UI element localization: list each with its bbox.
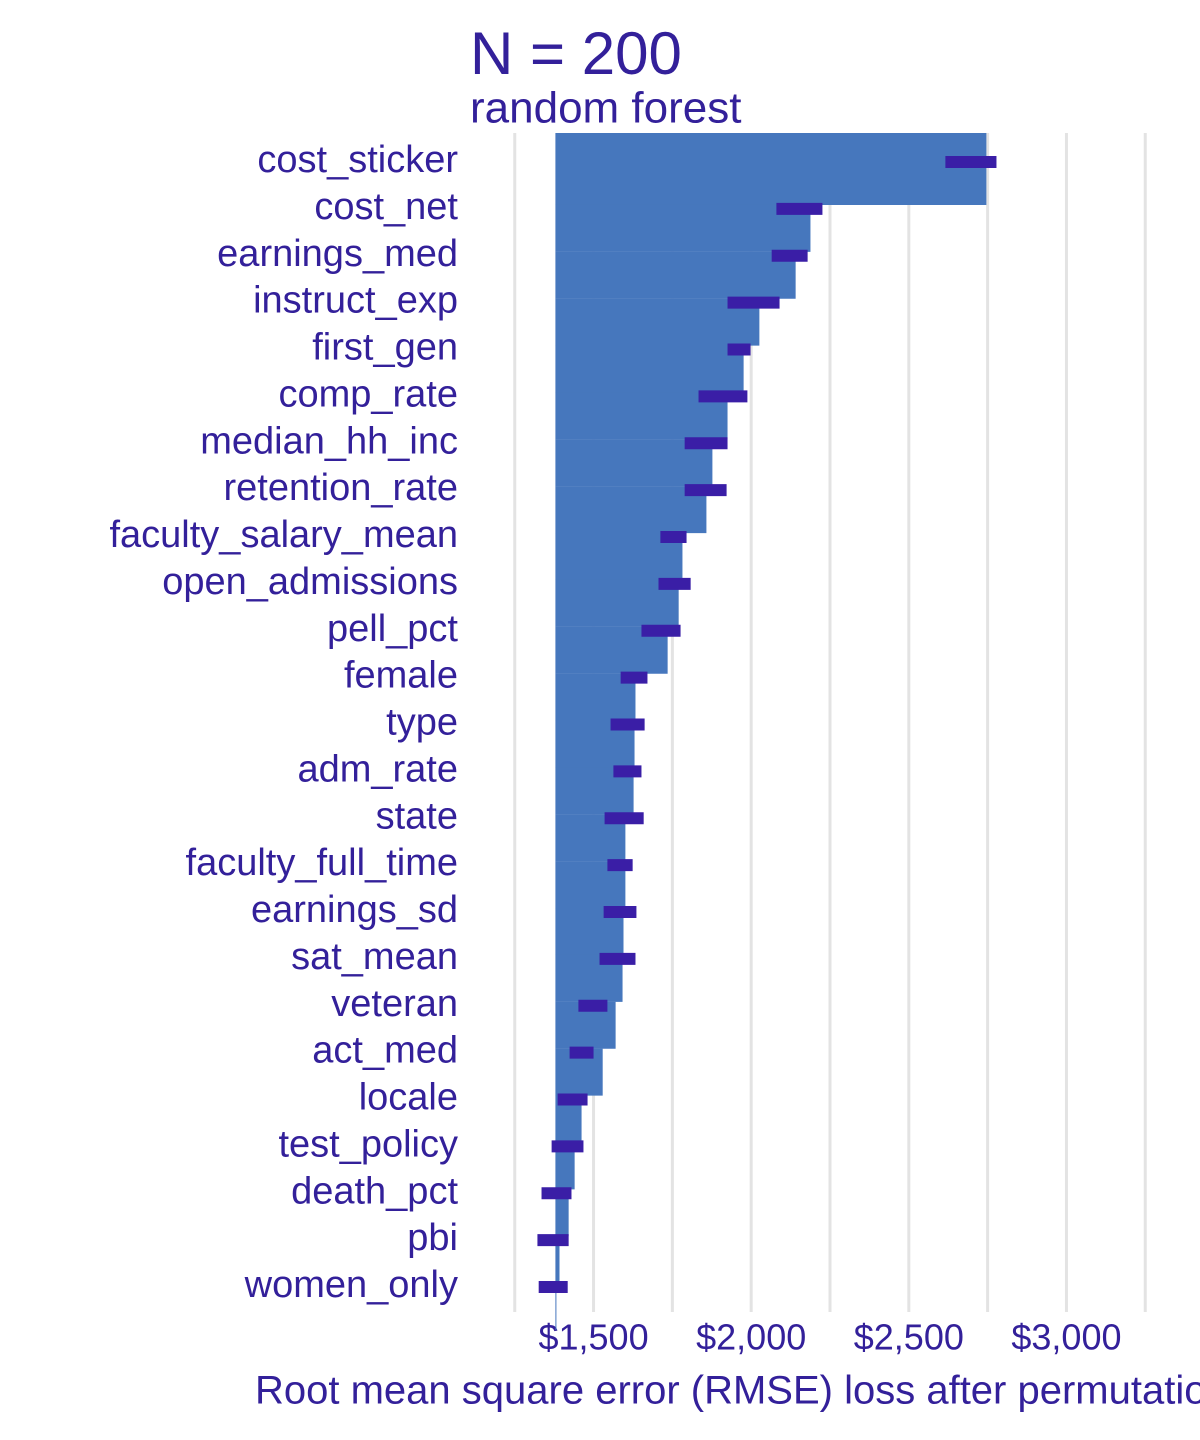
y-tick-label: faculty_full_time [186, 842, 458, 884]
y-tick-label: pell_pct [327, 608, 458, 650]
y-tick-label: female [344, 655, 458, 697]
y-tick-label: cost_sticker [257, 139, 458, 181]
bar [555, 579, 679, 627]
y-tick-label: locale [359, 1077, 458, 1119]
bar [555, 298, 760, 346]
chart-subtitle: random forest [470, 84, 741, 133]
error-bar [613, 765, 642, 778]
y-tick-label: instruct_exp [253, 280, 458, 322]
bar [555, 133, 987, 205]
error-bar [538, 1281, 568, 1293]
x-tick-label: $2,500 [854, 1317, 964, 1358]
error-bar [698, 390, 748, 403]
error-bar [603, 906, 637, 918]
error-bar [604, 812, 644, 825]
error-bar [641, 624, 681, 637]
error-bar [569, 1046, 594, 1059]
x-tick-label: $1,500 [538, 1317, 648, 1358]
y-tick-label: median_hh_inc [200, 420, 458, 462]
error-bar [610, 718, 645, 731]
error-bar [945, 156, 997, 168]
x-axis-label: Root mean square error (RMSE) loss after… [255, 1369, 1200, 1413]
error-bar [620, 671, 648, 684]
y-tick-label: death_pct [291, 1170, 458, 1212]
bar [555, 1283, 557, 1330]
error-bar [776, 202, 823, 215]
error-bar [557, 1093, 588, 1106]
y-tick-label: earnings_med [217, 233, 458, 275]
y-tick-label: faculty_salary_mean [109, 514, 458, 556]
error-bar [684, 484, 727, 497]
y-tick-label: pbi [407, 1217, 458, 1259]
error-bar [578, 999, 608, 1012]
bar [555, 1142, 575, 1190]
error-bar [537, 1234, 569, 1247]
bar [555, 486, 707, 534]
chart-title: N = 200 [470, 20, 682, 87]
error-bar [727, 296, 780, 309]
error-bar [684, 437, 728, 450]
error-bar [771, 249, 808, 262]
error-bar [541, 1187, 572, 1200]
error-bar [551, 1140, 584, 1153]
bar [555, 204, 811, 252]
y-tick-label: adm_rate [297, 748, 458, 790]
y-tick-label: act_med [312, 1030, 458, 1072]
error-bar [599, 952, 636, 965]
error-bar [727, 343, 751, 356]
error-bar [607, 859, 633, 872]
bar [555, 345, 744, 393]
error-bar [660, 531, 687, 543]
y-tick-label: veteran [331, 983, 458, 1025]
y-tick-label: earnings_sd [251, 889, 458, 931]
bar [555, 1236, 560, 1284]
y-tick-label: retention_rate [224, 467, 459, 509]
y-tick-label: first_gen [312, 327, 458, 369]
error-bar [658, 577, 691, 590]
y-tick-label: sat_mean [291, 936, 458, 978]
y-tick-label: women_only [244, 1264, 458, 1306]
y-tick-label: type [386, 702, 458, 744]
y-tick-label: comp_rate [278, 373, 458, 415]
y-tick-label: open_admissions [162, 561, 458, 603]
x-tick-label: $3,000 [1011, 1317, 1121, 1358]
y-tick-label: test_policy [278, 1123, 458, 1165]
x-tick-label: $2,000 [696, 1317, 806, 1358]
bar [555, 251, 796, 299]
bar [555, 1189, 569, 1237]
y-tick-label: state [376, 795, 458, 837]
y-tick-label: cost_net [314, 186, 458, 228]
